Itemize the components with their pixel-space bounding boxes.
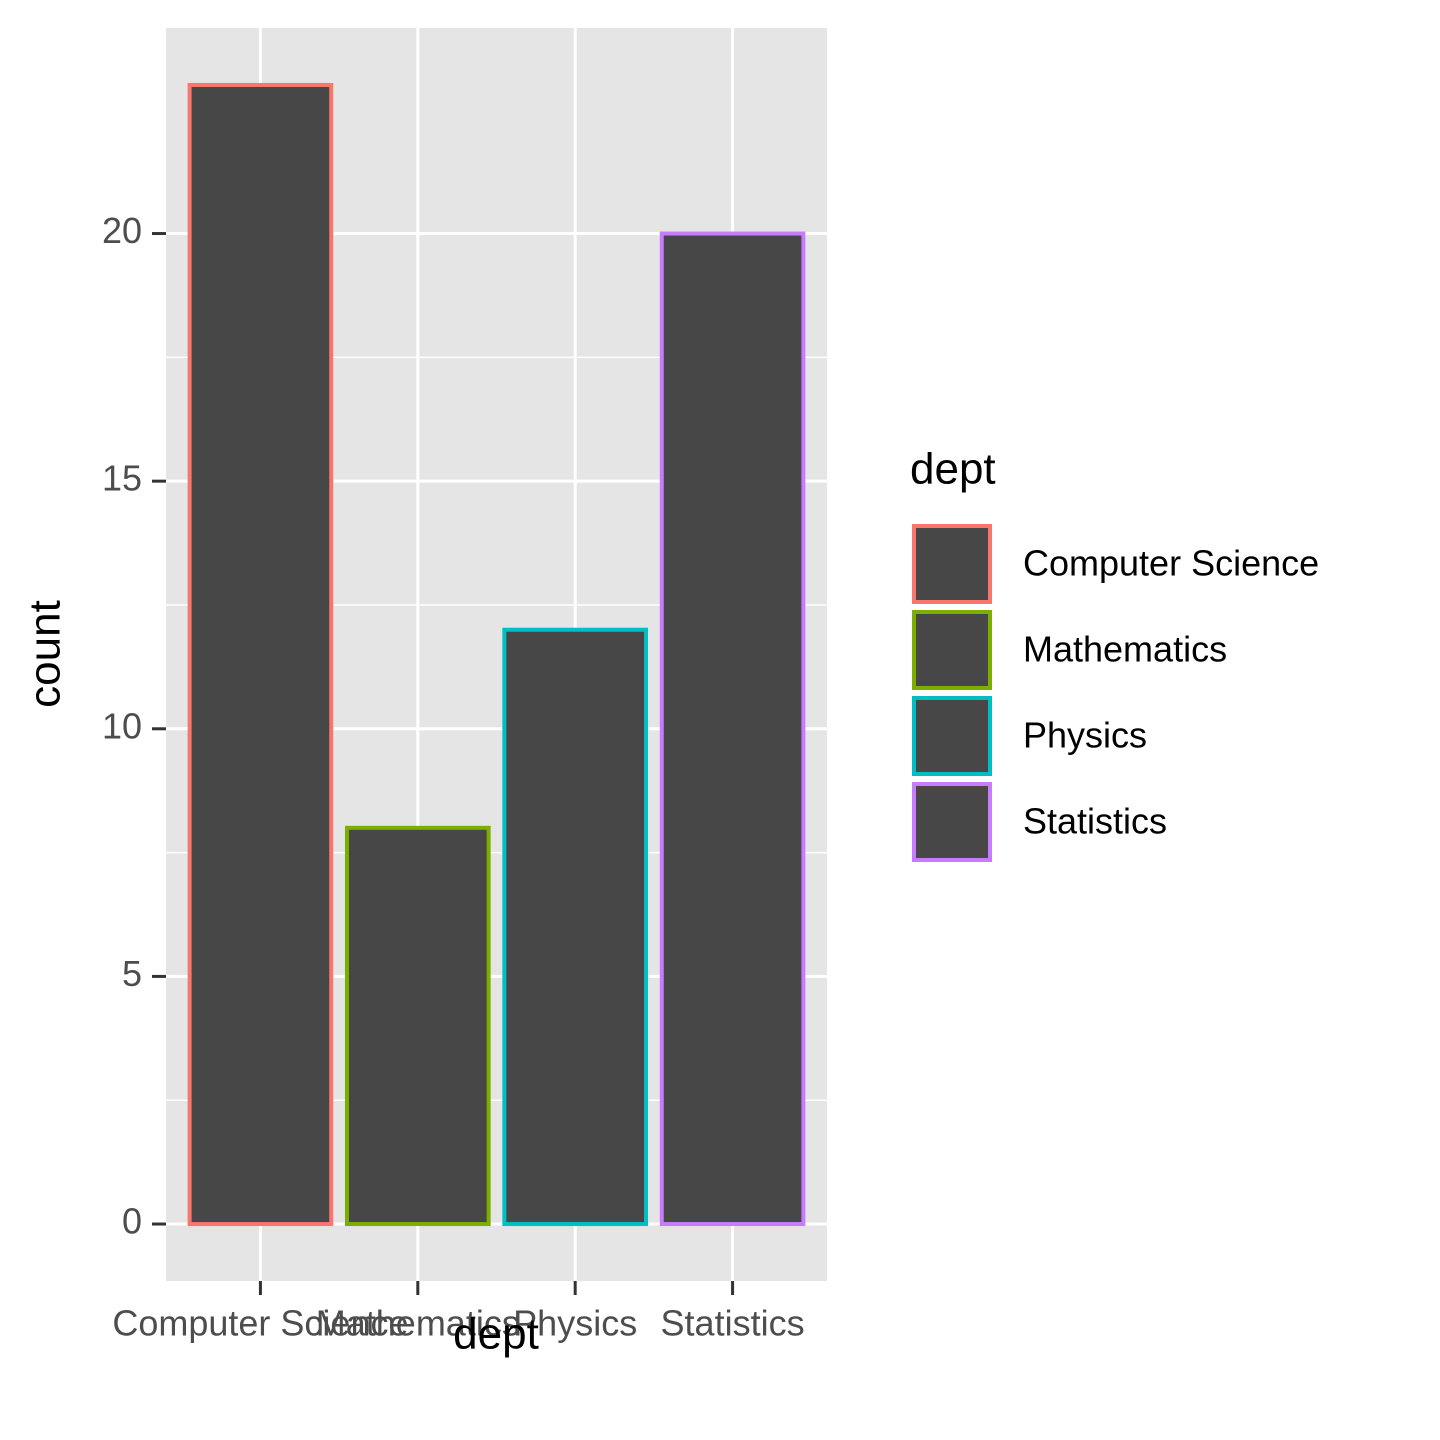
x-tick-label: Mathematics bbox=[316, 1303, 520, 1344]
y-tick-label: 20 bbox=[102, 210, 142, 251]
bar bbox=[659, 231, 806, 1227]
x-axis-title: dept bbox=[453, 1310, 539, 1359]
legend-label: Statistics bbox=[1023, 801, 1167, 842]
legend-key bbox=[912, 782, 992, 862]
y-axis-title: count bbox=[21, 600, 70, 708]
legend-key bbox=[912, 610, 992, 690]
bar bbox=[502, 627, 649, 1227]
x-tick-label: Computer Science bbox=[112, 1303, 408, 1344]
y-tick-label: 15 bbox=[102, 458, 142, 499]
y-tick-label: 10 bbox=[102, 705, 142, 746]
legend-title: dept bbox=[910, 445, 996, 494]
legend-label: Physics bbox=[1023, 715, 1147, 756]
legend-label: Computer Science bbox=[1023, 543, 1319, 584]
legend-key bbox=[912, 696, 992, 776]
x-tick-label: Physics bbox=[513, 1303, 637, 1344]
y-tick-label: 5 bbox=[122, 953, 142, 994]
bars bbox=[187, 82, 806, 1227]
x-tick-label: Statistics bbox=[661, 1303, 805, 1344]
legend-label: Mathematics bbox=[1023, 629, 1227, 670]
y-axis: 0 5 10 15 20 bbox=[102, 210, 166, 1242]
y-tick-label: 0 bbox=[122, 1201, 142, 1242]
bar bbox=[187, 82, 334, 1227]
legend-key bbox=[912, 524, 992, 604]
legend: dept Computer Science Mathematics Physics S… bbox=[910, 445, 1319, 862]
bar bbox=[344, 825, 491, 1227]
